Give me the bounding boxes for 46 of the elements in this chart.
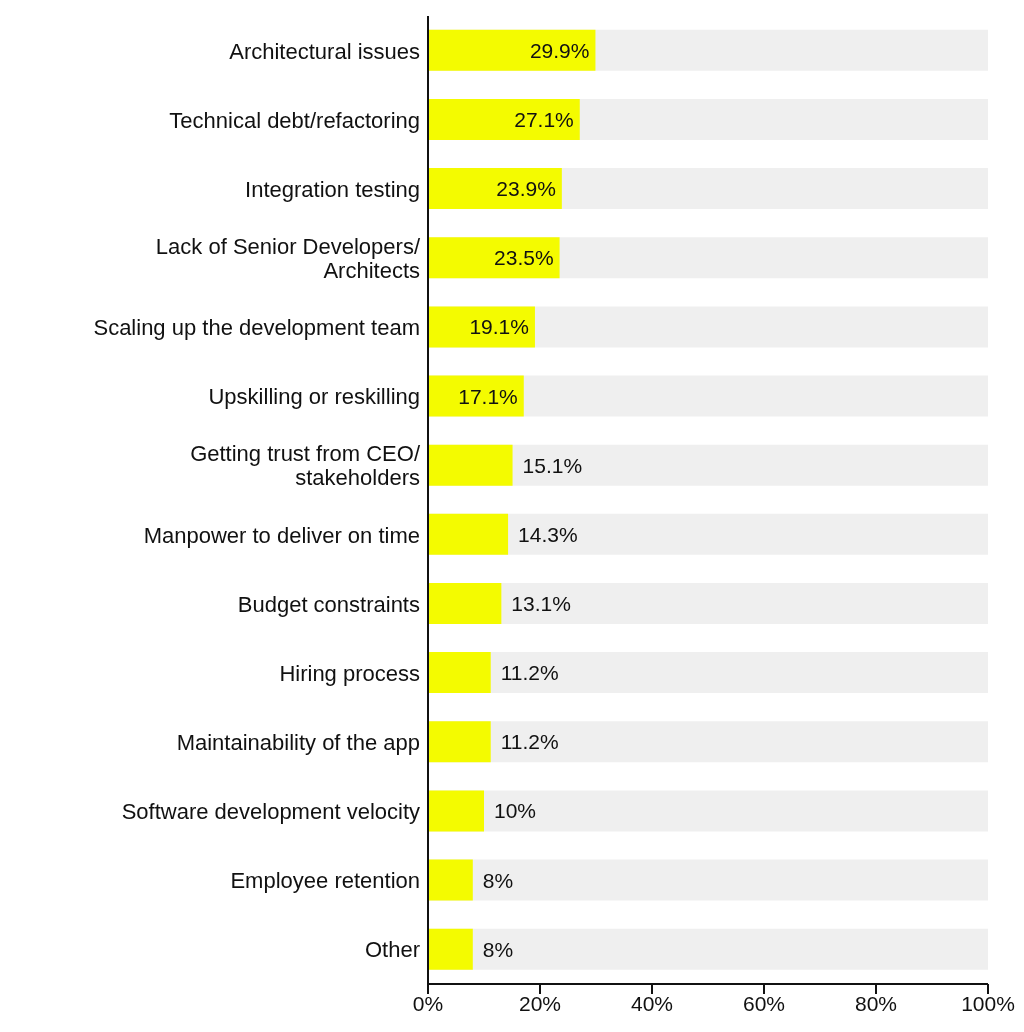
bar bbox=[428, 168, 562, 210]
data-label: 17.1% bbox=[458, 384, 518, 408]
x-tick-label: 80% bbox=[854, 991, 898, 1015]
data-label: 27.1% bbox=[514, 107, 574, 131]
data-label: 15.1% bbox=[522, 453, 583, 477]
y-tick-label: Architectural issues bbox=[229, 38, 420, 64]
bar bbox=[428, 790, 484, 832]
y-tick-label: Budget constraints bbox=[237, 591, 420, 617]
data-label: 8% bbox=[482, 937, 514, 961]
y-tick-label: Integration testing bbox=[245, 176, 420, 202]
x-tick-label: 20% bbox=[518, 991, 562, 1015]
y-tick-label: Software development velocity bbox=[121, 798, 420, 824]
bar bbox=[428, 859, 473, 901]
bar bbox=[428, 513, 509, 555]
y-tick-label: Scaling up the development team bbox=[93, 314, 420, 340]
y-tick-label: Upskilling or reskilling bbox=[208, 383, 420, 409]
x-tick-label: 0% bbox=[412, 991, 444, 1015]
bar bbox=[428, 582, 502, 624]
x-tick-label: 100% bbox=[961, 991, 1015, 1015]
data-label: 23.5% bbox=[494, 246, 554, 270]
y-tick-label: Lack of Senior Developers/ Architects bbox=[155, 233, 421, 283]
y-tick-label: Employee retention bbox=[230, 867, 420, 893]
y-tick-label: Manpower to deliver on time bbox=[143, 522, 420, 548]
data-label: 19.1% bbox=[469, 315, 529, 339]
data-label: 10% bbox=[494, 799, 537, 823]
data-label: 14.3% bbox=[518, 522, 578, 546]
y-tick-label: Hiring process bbox=[279, 660, 420, 686]
bar bbox=[428, 306, 535, 348]
data-label: 8% bbox=[482, 868, 514, 892]
bar bbox=[428, 652, 491, 694]
y-tick-label: Other bbox=[364, 936, 420, 962]
data-label: 29.9% bbox=[529, 38, 590, 62]
x-tick-label: 40% bbox=[630, 991, 674, 1015]
data-label: 11.2% bbox=[500, 730, 559, 754]
y-tick-label: Getting trust from CEO/ stakeholders bbox=[190, 440, 421, 490]
y-tick-label: Maintainability of the app bbox=[176, 729, 420, 755]
y-tick-label: Technical debt/refactoring bbox=[169, 107, 420, 133]
bar bbox=[428, 375, 524, 417]
data-label: 11.2% bbox=[500, 661, 559, 685]
bar bbox=[428, 928, 473, 970]
bar bbox=[428, 444, 513, 486]
data-label: 13.1% bbox=[511, 591, 571, 615]
bar bbox=[428, 237, 560, 279]
bar bbox=[428, 721, 491, 763]
x-tick-label: 60% bbox=[742, 991, 786, 1015]
data-label: 23.9% bbox=[496, 177, 556, 201]
